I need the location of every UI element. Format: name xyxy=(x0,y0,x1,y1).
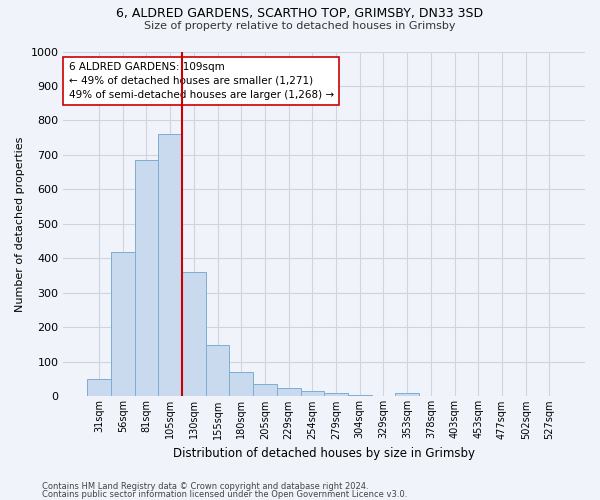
Bar xyxy=(395,393,419,396)
Y-axis label: Number of detached properties: Number of detached properties xyxy=(15,136,25,312)
X-axis label: Distribution of detached houses by size in Grimsby: Distribution of detached houses by size … xyxy=(173,447,475,460)
Text: Contains public sector information licensed under the Open Government Licence v3: Contains public sector information licen… xyxy=(42,490,407,499)
Bar xyxy=(348,394,371,396)
Bar xyxy=(229,372,253,396)
Text: 6 ALDRED GARDENS: 109sqm
← 49% of detached houses are smaller (1,271)
49% of sem: 6 ALDRED GARDENS: 109sqm ← 49% of detach… xyxy=(68,62,334,100)
Bar xyxy=(158,134,182,396)
Bar xyxy=(324,393,348,396)
Text: 6, ALDRED GARDENS, SCARTHO TOP, GRIMSBY, DN33 3SD: 6, ALDRED GARDENS, SCARTHO TOP, GRIMSBY,… xyxy=(116,8,484,20)
Text: Size of property relative to detached houses in Grimsby: Size of property relative to detached ho… xyxy=(144,21,456,31)
Bar xyxy=(277,388,301,396)
Bar xyxy=(301,391,324,396)
Bar xyxy=(87,379,111,396)
Bar xyxy=(182,272,206,396)
Text: Contains HM Land Registry data © Crown copyright and database right 2024.: Contains HM Land Registry data © Crown c… xyxy=(42,482,368,491)
Bar xyxy=(253,384,277,396)
Bar xyxy=(206,344,229,397)
Bar xyxy=(134,160,158,396)
Bar xyxy=(111,252,134,396)
